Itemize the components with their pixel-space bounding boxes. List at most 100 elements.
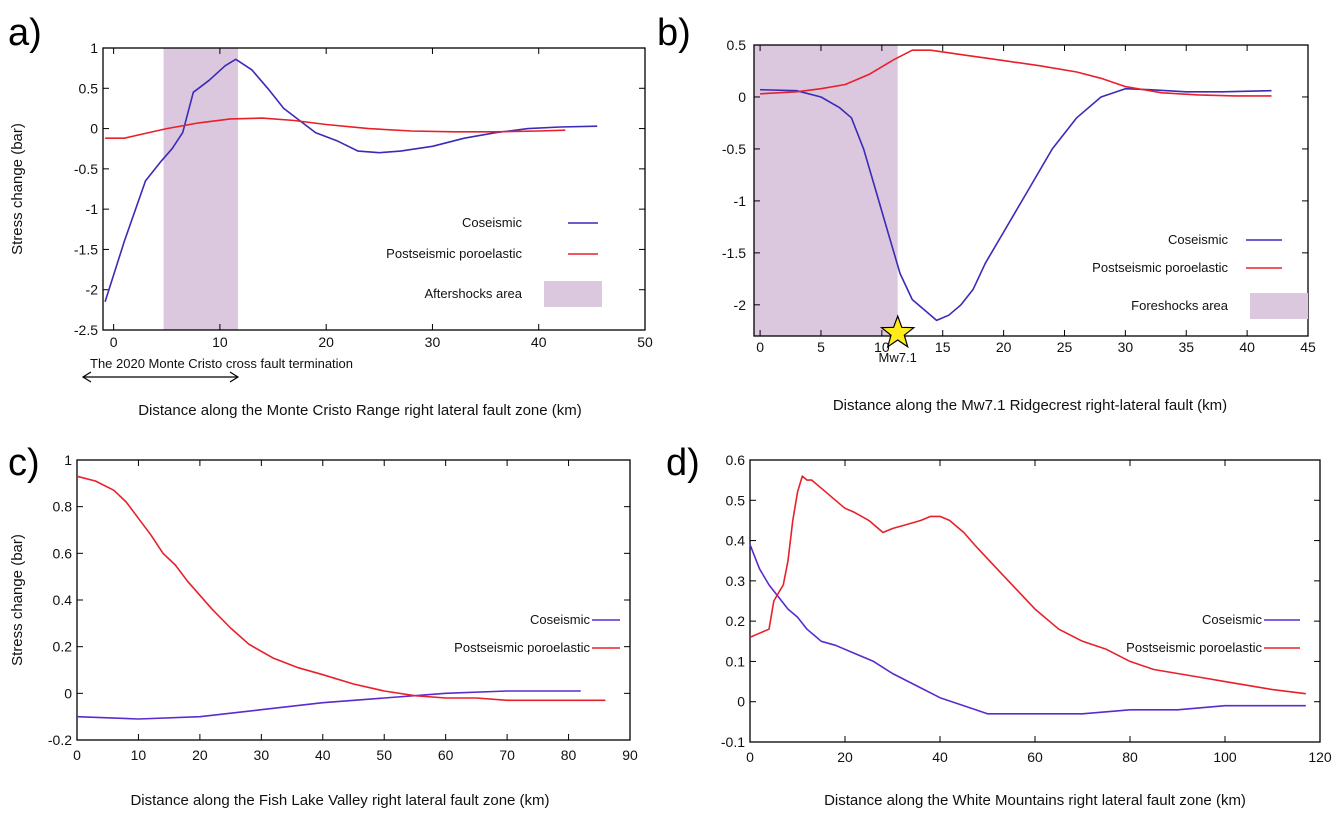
y-tick-label: -0.2 bbox=[48, 732, 72, 748]
legend-label: Coseismic bbox=[1202, 612, 1262, 627]
series-line-coseismic bbox=[760, 87, 1272, 322]
x-tick-label: 10 bbox=[874, 339, 890, 355]
x-tick-label: 80 bbox=[1122, 749, 1138, 765]
x-axis-label: Distance along the White Mountains right… bbox=[824, 792, 1246, 809]
panel-label: c) bbox=[8, 442, 40, 484]
y-tick-label: -1 bbox=[734, 193, 747, 209]
y-tick-label: 0.6 bbox=[726, 452, 746, 468]
y-tick-label: -1 bbox=[86, 201, 99, 217]
y-tick-label: -1.5 bbox=[722, 245, 746, 261]
x-tick-label: 20 bbox=[318, 334, 334, 350]
y-tick-label: 0 bbox=[738, 89, 746, 105]
x-tick-label: 30 bbox=[1118, 339, 1134, 355]
y-tick-label: 0.4 bbox=[726, 533, 746, 549]
x-tick-label: 60 bbox=[438, 747, 454, 763]
y-tick-label: -0.1 bbox=[721, 734, 745, 750]
x-tick-label: 30 bbox=[425, 334, 441, 350]
y-tick-label: 0.8 bbox=[53, 499, 73, 515]
y-tick-label: 0.2 bbox=[53, 639, 73, 655]
y-tick-label: -1.5 bbox=[74, 241, 98, 257]
chart-panel-d: 0 20 40 60 80 100 1200.60.50.40.30.20.10-0.1Co… bbox=[666, 442, 1332, 809]
panel-label: b) bbox=[657, 12, 691, 54]
x-axis-label: Distance along the Mw7.1 Ridgecrest righ… bbox=[833, 397, 1227, 414]
x-tick-label: 20 bbox=[996, 339, 1012, 355]
chart-panel-a: 0 10 20 30 40 50 1 0.5 0 -0.5 -1 -1.5 -2 -2.5 Coseismi… bbox=[8, 12, 653, 419]
y-tick-label: 0 bbox=[737, 694, 745, 710]
x-tick-label: 15 bbox=[935, 339, 951, 355]
y-tick-label: -2 bbox=[86, 282, 99, 298]
legend-label: Foreshocks area bbox=[1131, 298, 1229, 313]
plot-frame bbox=[76, 459, 631, 741]
x-tick-label: 40 bbox=[315, 747, 331, 763]
x-tick-label: 10 bbox=[212, 334, 228, 350]
y-tick-label: 1 bbox=[90, 40, 98, 56]
mainshock-star-icon bbox=[879, 314, 916, 349]
y-tick-label: 0.5 bbox=[726, 492, 746, 508]
x-tick-label: 45 bbox=[1300, 339, 1316, 355]
legend-label: Postseismic poroelastic bbox=[454, 640, 590, 655]
y-tick-label: -0.5 bbox=[74, 161, 98, 177]
shaded-region bbox=[163, 48, 238, 330]
x-tick-label: 50 bbox=[376, 747, 392, 763]
series-line-coseismic bbox=[76, 690, 581, 720]
x-tick-label: 40 bbox=[1239, 339, 1255, 355]
x-tick-label: 80 bbox=[561, 747, 577, 763]
panel-label: d) bbox=[666, 442, 700, 484]
arrow-head-right-icon bbox=[229, 371, 240, 383]
y-tick-label: 0 bbox=[90, 121, 98, 137]
y-tick-label: 0.5 bbox=[727, 37, 747, 53]
x-tick-label: 0 bbox=[756, 339, 764, 355]
y-tick-label: 1 bbox=[64, 452, 72, 468]
legend-label: Postseismic poroelastic bbox=[1126, 640, 1262, 655]
x-tick-label: 0 bbox=[746, 749, 754, 765]
chart-panel-b: 0 5 10 15 20 25 30 35 40 45 0.5 0 -0.5 -1 -1.5 -2 Mw7.1 C… bbox=[657, 12, 1316, 414]
arrow-head-left-icon bbox=[81, 371, 92, 383]
panel-label: a) bbox=[8, 12, 42, 54]
plot-frame bbox=[749, 459, 1321, 743]
plot-frame bbox=[753, 44, 1309, 337]
y-tick-label: 0.2 bbox=[726, 613, 746, 629]
legend-label: Coseismic bbox=[462, 215, 522, 230]
series-line-coseismic bbox=[749, 544, 1306, 715]
series-line-postseismic-poroelastic bbox=[760, 49, 1272, 97]
x-axis-label: Distance along the Monte Cristo Range ri… bbox=[138, 402, 582, 419]
x-axis-label: Distance along the Fish Lake Valley righ… bbox=[130, 792, 549, 809]
y-tick-label: -2 bbox=[734, 297, 747, 313]
x-tick-label: 0 bbox=[73, 747, 81, 763]
x-tick-label: 0 bbox=[110, 334, 118, 350]
y-tick-label: -0.5 bbox=[722, 141, 746, 157]
y-tick-label: 0 bbox=[64, 685, 72, 701]
x-tick-label: 10 bbox=[131, 747, 147, 763]
x-tick-label: 30 bbox=[254, 747, 270, 763]
y-tick-label: 0.5 bbox=[79, 80, 99, 96]
legend-label: Coseismic bbox=[530, 612, 590, 627]
legend-box-swatch bbox=[544, 281, 602, 307]
x-tick-label: 100 bbox=[1213, 749, 1237, 765]
x-tick-label: 120 bbox=[1308, 749, 1332, 765]
series-line-postseismic-poroelastic bbox=[76, 475, 606, 702]
x-tick-label: 40 bbox=[531, 334, 547, 350]
series-line-postseismic-poroelastic bbox=[105, 117, 566, 139]
y-tick-label: 0.6 bbox=[53, 545, 73, 561]
x-tick-label: 90 bbox=[622, 747, 638, 763]
y-tick-label: 0.1 bbox=[726, 653, 746, 669]
y-tick-label: -2.5 bbox=[74, 322, 98, 338]
legend-label: Aftershocks area bbox=[424, 286, 522, 301]
chart-panel-c: 0 10 20 30 40 50 60 70 80 9010.80.60.40.20-0.2Cos… bbox=[8, 442, 638, 809]
legend-label: Postseismic poroelastic bbox=[1092, 260, 1228, 275]
legend-box-swatch bbox=[1250, 293, 1308, 319]
x-tick-label: 25 bbox=[1057, 339, 1073, 355]
star-label: Mw7.1 bbox=[879, 350, 917, 365]
legend-label: Postseismic poroelastic bbox=[386, 246, 522, 261]
y-axis-label: Stress change (bar) bbox=[9, 534, 26, 666]
x-tick-label: 60 bbox=[1027, 749, 1043, 765]
y-tick-label: 0.3 bbox=[726, 573, 746, 589]
annotation-text: The 2020 Monte Cristo cross fault termin… bbox=[90, 356, 353, 371]
plot-frame bbox=[102, 47, 646, 331]
y-tick-label: 0.4 bbox=[53, 592, 73, 608]
x-tick-label: 70 bbox=[499, 747, 515, 763]
x-tick-label: 40 bbox=[932, 749, 948, 765]
legend-label: Coseismic bbox=[1168, 232, 1228, 247]
series-line-postseismic-poroelastic bbox=[749, 475, 1306, 695]
